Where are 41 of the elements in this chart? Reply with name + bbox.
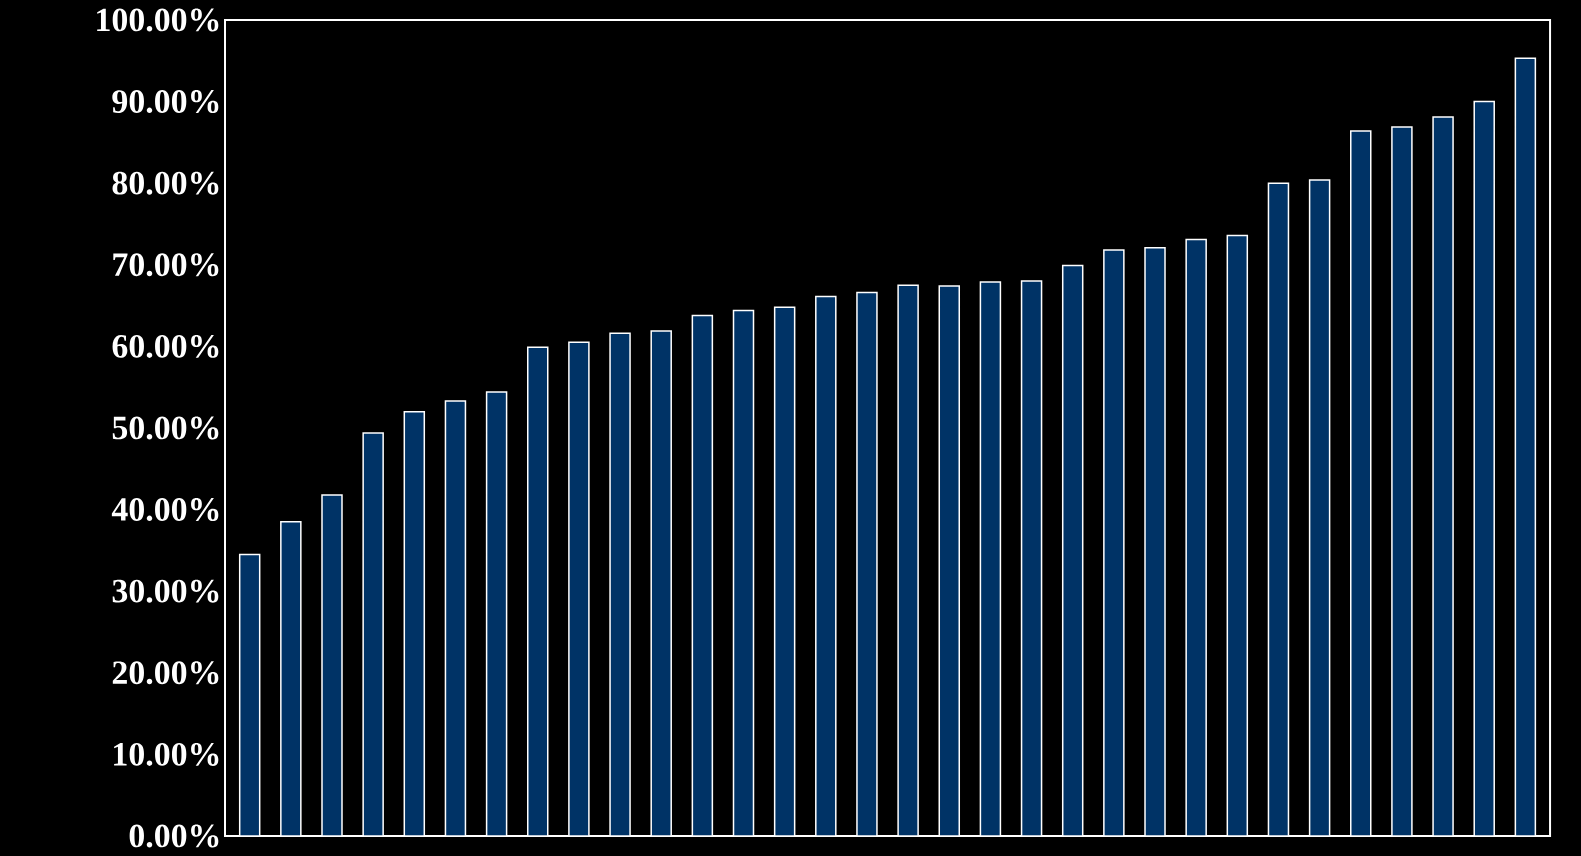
bar [938,285,961,836]
y-tick-label: 60.00% [112,334,219,358]
y-tick-label: 90.00% [112,90,219,114]
y-tick-label: 40.00% [111,498,219,522]
bar [1473,100,1495,836]
bar [691,314,714,836]
bar [1391,126,1413,836]
bar [609,332,631,836]
bar [1226,234,1249,836]
bar [238,553,261,836]
bar [1185,238,1207,836]
bar [1144,246,1166,836]
bar [732,309,755,836]
y-tick-label: 100.00% [97,8,219,32]
y-tick-label: 30.00% [112,579,219,603]
y-tick-label: 50.00% [112,416,219,440]
bar [1514,57,1537,836]
bar [815,295,837,836]
bar [527,346,549,836]
bar [650,330,672,836]
bar [1103,249,1125,836]
bar [444,400,467,836]
y-tick-label: 70.00% [113,253,219,277]
bar [1061,264,1084,836]
y-tick-label: 10.00% [114,742,219,766]
bar [403,410,426,836]
bar [1267,182,1290,836]
bar [897,284,919,836]
bar [773,306,796,836]
bar [362,432,384,836]
bar [856,291,878,836]
bar [1350,130,1372,836]
y-tick-label: 20.00% [112,661,219,685]
bar [568,341,590,836]
y-tick-label: 0.00% [129,824,219,848]
bar [1308,179,1331,836]
y-tick-label: 80.00% [112,171,219,195]
bar [979,281,1002,836]
bar [1432,116,1454,836]
bar [1020,280,1043,836]
bar [485,391,508,836]
